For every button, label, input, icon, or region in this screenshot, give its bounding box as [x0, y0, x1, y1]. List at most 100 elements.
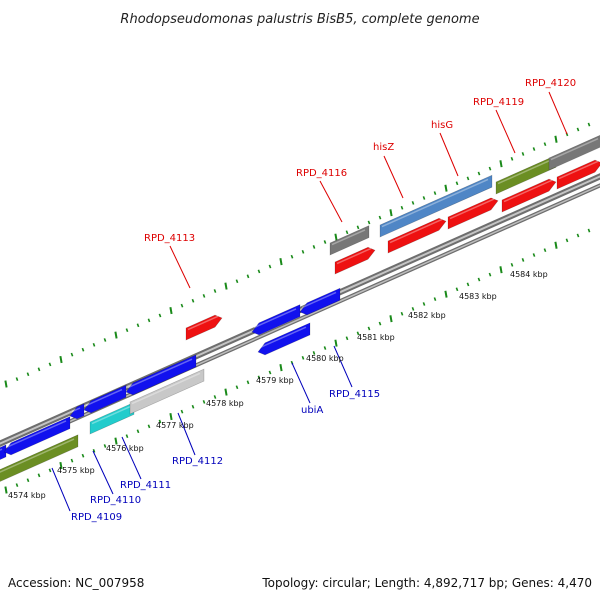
- upper-tick-row-tick: [334, 233, 338, 241]
- upper-tick-row-tick: [576, 127, 580, 132]
- feature-rpd4116-gray: [329, 225, 370, 256]
- feature-rpd4109-highlight: [5, 420, 67, 449]
- upper-tick-row-tick: [400, 205, 404, 210]
- upper-tick-row-tick: [70, 352, 74, 357]
- upper-tick-row-tick: [191, 298, 195, 303]
- leader-rpd4109: [51, 467, 71, 512]
- upper-tick-row-tick: [125, 328, 129, 333]
- upper-tick-row-tick: [301, 249, 305, 254]
- feature-rpd4111-highlight: [91, 406, 131, 425]
- lower-tick-row-tick: [279, 364, 283, 372]
- upper-tick-row-tick: [202, 294, 206, 298]
- lower-tick-row-tick: [312, 351, 316, 355]
- lower-tick-row-tick: [411, 307, 415, 311]
- lower-tick-row-tick: [455, 287, 459, 292]
- feature-rpd4119-highlight: [503, 179, 553, 203]
- upper-tick-row-tick: [279, 258, 283, 266]
- upper-tick-row-tick: [48, 362, 52, 367]
- lower-tick-row-tick: [323, 346, 327, 350]
- lower-tick-row-tick: [213, 395, 217, 399]
- feature-rpd4110-small: [69, 403, 85, 420]
- upper-tick-row-tick: [521, 152, 525, 156]
- lower-tick-row-tick: [224, 388, 228, 396]
- upper-tick-row-tick: [213, 289, 217, 293]
- leader-hisz: [383, 155, 404, 199]
- label-leader-lines: [51, 91, 568, 512]
- feature-rpd4112: [129, 368, 205, 415]
- lower-tick-row-tick: [81, 453, 85, 458]
- lower-tick-row-tick: [532, 253, 536, 257]
- feature-rpd4120: [556, 159, 600, 190]
- gene-label-rpd4111: RPD_4111: [120, 480, 171, 491]
- upper-tick-row-tick: [532, 147, 536, 151]
- lower-tick-row-tick: [543, 248, 547, 253]
- upper-tick-row-tick: [147, 318, 151, 323]
- feature-rpd4109-left-highlight: [0, 448, 3, 451]
- gene-label-ubia: ubiA: [301, 405, 323, 416]
- upper-tick-row-tick: [257, 269, 261, 274]
- gene-label-rpd4116: RPD_4116: [296, 168, 347, 179]
- lower-tick-row-tick: [114, 437, 118, 445]
- lower-tick-row-tick: [301, 355, 305, 360]
- scale-label-4581: 4581 kbp: [357, 333, 395, 342]
- leader-rpd4111: [121, 436, 142, 480]
- tick-rows: [4, 122, 591, 494]
- lower-tick-row-tick: [246, 380, 250, 385]
- genome-summary-text: Topology: circular; Length: 4,892,717 bp…: [261, 576, 592, 590]
- lower-tick-row-tick: [37, 473, 41, 478]
- gene-label-rpd4112: RPD_4112: [172, 456, 223, 467]
- upper-tick-row-tick: [180, 303, 184, 308]
- lower-tick-row-tick: [389, 315, 393, 323]
- gene-labels: RPD_4113 RPD_4116 hisZ hisG RPD_4119 RPD…: [71, 78, 576, 523]
- gene-label-rpd4110: RPD_4110: [90, 495, 141, 506]
- feature-rpd4109: [3, 416, 71, 456]
- upper-tick-row-tick: [312, 245, 316, 249]
- upper-tick-row-tick: [488, 166, 492, 171]
- lower-tick-row-tick: [235, 385, 239, 390]
- lower-tick-row-tick: [169, 413, 173, 421]
- leader-rpd4120: [548, 91, 568, 135]
- upper-tick-row-tick: [543, 142, 547, 147]
- feature-rpd4109-left: [0, 444, 7, 460]
- upper-tick-row-tick: [268, 264, 272, 269]
- lower-tick-row-tick: [180, 409, 184, 414]
- feature-rpd4113-highlight: [187, 315, 219, 331]
- lower-tick-row-tick: [521, 258, 525, 262]
- scale-label-4580: 4580 kbp: [306, 354, 344, 363]
- leader-rpd4110: [92, 450, 114, 495]
- feature-rpd4119-olive: [495, 154, 557, 195]
- lower-tick-row-tick: [510, 262, 514, 267]
- upper-tick-row-tick: [246, 274, 250, 279]
- feature-rpd4109-olive-highlight: [0, 438, 75, 473]
- upper-tick-row-tick: [235, 279, 239, 284]
- lower-tick-row-tick: [554, 241, 558, 249]
- lower-tick-row-tick: [477, 277, 481, 282]
- lower-tick-row-tick: [92, 448, 96, 453]
- scale-label-4576: 4576 kbp: [106, 444, 144, 453]
- lower-tick-row-tick: [202, 400, 206, 404]
- feature-rpd4120-gray: [548, 134, 600, 171]
- feature-rpd4115-a: [251, 304, 301, 336]
- feature-rpd4115-b: [299, 287, 341, 316]
- upper-tick-row-tick: [345, 230, 349, 235]
- lower-tick-row-tick: [422, 302, 426, 306]
- feature-rpd4110-highlight: [85, 388, 123, 407]
- upper-tick-row-tick: [389, 209, 393, 217]
- upper-tick-row-tick: [169, 307, 173, 315]
- upper-tick-row-tick: [444, 184, 448, 192]
- lower-tick-row-tick: [356, 331, 360, 336]
- upper-tick-row-tick: [433, 191, 437, 195]
- scale-label-4577: 4577 kbp: [156, 421, 194, 430]
- upper-tick-row-tick: [422, 196, 426, 200]
- lower-tick-row-tick: [488, 272, 492, 277]
- feature-rpd4116-highlight: [336, 247, 372, 265]
- lower-tick-row-tick: [4, 486, 8, 494]
- upper-tick-row-tick: [554, 135, 558, 143]
- lower-tick-row-tick: [147, 424, 151, 429]
- lower-tick-row-tick: [158, 419, 162, 424]
- upper-tick-row-tick: [290, 254, 294, 259]
- lower-tick-row-tick: [125, 434, 129, 439]
- leader-rpd4119: [495, 109, 516, 154]
- scale-label-4575: 4575 kbp: [57, 466, 95, 475]
